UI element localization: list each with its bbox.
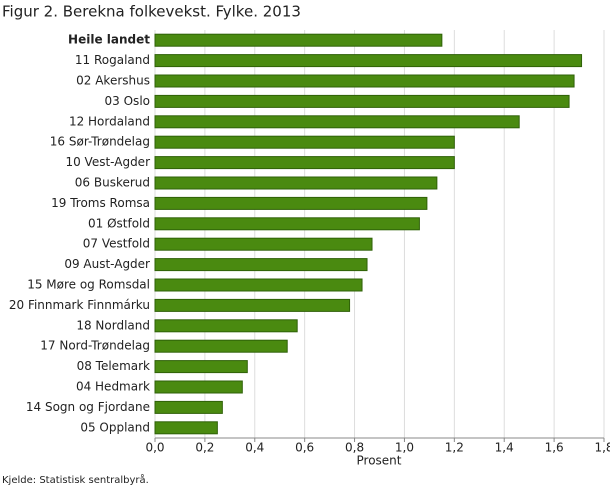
bar	[154, 156, 455, 170]
y-tick-label: 15 Møre og Romsdal	[27, 278, 150, 292]
y-tick-label: 18 Nordland	[76, 318, 150, 332]
y-tick-label: Heile landet	[68, 33, 150, 47]
bar	[154, 74, 575, 88]
source: Kjelde: Statistisk sentralbyrå.	[2, 473, 149, 486]
bar	[154, 115, 520, 129]
bar	[154, 217, 420, 231]
x-tick-label: 0,2	[195, 441, 214, 455]
bar	[154, 258, 368, 272]
x-tick-label: 1,2	[445, 441, 464, 455]
bar	[154, 94, 570, 108]
bar	[154, 54, 583, 68]
x-tick-label: 0,4	[245, 441, 264, 455]
x-tick-label: 0,0	[145, 441, 164, 455]
y-tick-label: 09 Aust-Agder	[64, 257, 150, 271]
y-tick-label: 16 Sør-Trøndelag	[50, 135, 150, 149]
y-tick-label: 02 Akershus	[76, 74, 150, 88]
y-tick-label: 03 Oslo	[105, 94, 150, 108]
y-tick-label: 12 Hordaland	[69, 114, 150, 128]
bar	[154, 298, 351, 312]
y-tick-label: 10 Vest-Agder	[65, 155, 150, 169]
bar	[154, 400, 223, 414]
x-tick-label: 1,0	[395, 441, 414, 455]
y-tick-label: 19 Troms Romsa	[51, 196, 150, 210]
bar	[154, 237, 373, 251]
bar	[154, 380, 243, 394]
y-tick-label: 01 Østfold	[88, 216, 150, 230]
bar	[154, 33, 443, 47]
bar	[154, 278, 363, 292]
bar	[154, 176, 438, 190]
x-tick-label: 1,8	[594, 441, 610, 455]
y-tick-label: 06 Buskerud	[75, 176, 150, 190]
y-tick-label: 07 Vestfold	[83, 237, 150, 251]
y-tick-label: 14 Sogn og Fjordane	[26, 400, 150, 414]
bar	[154, 360, 248, 374]
y-tick-label: 20 Finnmark Finnmárku	[9, 298, 150, 312]
x-tick-label: 0,8	[345, 441, 364, 455]
y-tick-label: 08 Telemark	[77, 359, 150, 373]
x-tick-label: 1,6	[545, 441, 564, 455]
chart-title: Figur 2. Berekna folkevekst. Fylke. 2013	[2, 3, 301, 21]
x-tick-label: 0,6	[295, 441, 314, 455]
y-tick-label: 04 Hedmark	[76, 380, 150, 394]
bar	[154, 196, 428, 210]
y-tick-label: 17 Nord-Trøndelag	[40, 339, 150, 353]
y-tick-label: 05 Oppland	[80, 420, 150, 434]
y-tick-label: 11 Rogaland	[75, 53, 150, 67]
x-tick-label: 1,4	[495, 441, 514, 455]
bar	[154, 339, 288, 353]
bar	[154, 135, 455, 149]
x-axis-title: Prosent	[357, 454, 402, 468]
bar	[154, 421, 218, 435]
bar	[154, 319, 298, 333]
